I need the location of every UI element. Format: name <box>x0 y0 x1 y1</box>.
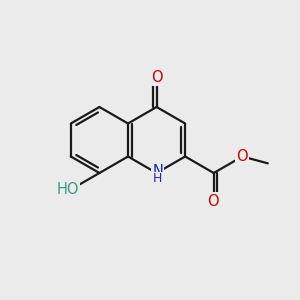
Text: O: O <box>236 149 248 164</box>
Text: HO: HO <box>57 182 79 197</box>
Text: N: N <box>152 164 163 179</box>
Text: O: O <box>151 70 162 85</box>
Text: O: O <box>207 194 218 208</box>
Text: H: H <box>153 172 162 185</box>
